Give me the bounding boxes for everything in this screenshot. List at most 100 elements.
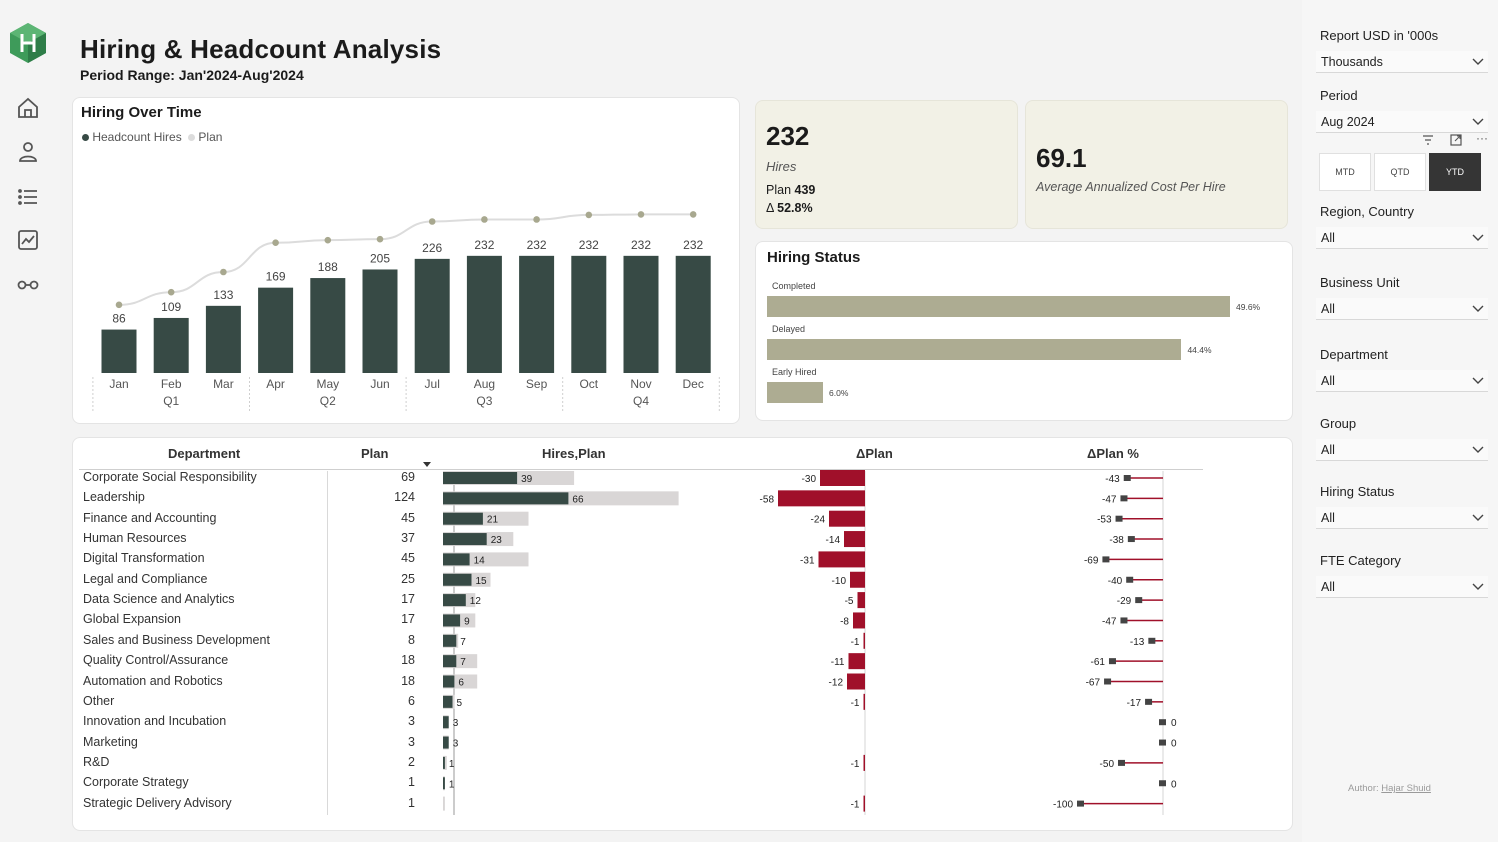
kpi-hires-value: 232 [766, 121, 810, 151]
dplan-pct-label: -17 [1127, 698, 1142, 709]
hires-value-label: 39 [521, 474, 533, 485]
chevron-down-icon [1472, 514, 1484, 521]
dplan-value-label: -12 [829, 678, 844, 689]
person-icon[interactable] [16, 140, 40, 164]
dept-name-cell[interactable]: Sales and Business Development [83, 632, 270, 647]
th-hires-plan[interactable]: Hires,Plan [542, 446, 606, 461]
focus-mode-icon[interactable] [1450, 134, 1462, 146]
hires-value-label: 12 [470, 596, 482, 607]
dplan-value-label: -8 [840, 616, 849, 627]
plan-cell: 3 [408, 734, 415, 749]
dplan-pct-label: -61 [1091, 657, 1106, 668]
glasses-icon[interactable] [16, 272, 40, 296]
dept-name-cell[interactable]: Marketing [83, 734, 138, 749]
list-icon[interactable] [16, 185, 40, 209]
hires-bar [443, 716, 449, 729]
period-mode-qtd[interactable]: QTD [1374, 153, 1426, 191]
dept-name-cell[interactable]: Digital Transformation [83, 551, 205, 566]
hires-bar [443, 675, 455, 688]
period-mode-mtd[interactable]: MTD [1319, 153, 1371, 191]
dept-name-cell[interactable]: Data Science and Analytics [83, 592, 235, 607]
home-icon[interactable] [16, 96, 40, 120]
x-tick-label: Jan [109, 377, 128, 391]
trend-chart-icon[interactable] [16, 228, 40, 252]
period-range: Period Range: Jan'2024-Aug'2024 [80, 67, 304, 83]
dplan-pct-marker [1104, 678, 1112, 685]
dept-name-cell[interactable]: Corporate Strategy [83, 775, 189, 790]
filter-business-unit-select[interactable]: All [1316, 298, 1488, 320]
hires-bar-nov [623, 255, 659, 373]
dept-name-cell[interactable]: Human Resources [83, 531, 187, 546]
plan-point [637, 211, 645, 218]
status-bar[interactable] [767, 339, 1182, 360]
hires-data-label: 109 [161, 300, 181, 314]
hires-bar [443, 736, 449, 749]
status-bar[interactable] [767, 296, 1230, 317]
hires-value-label: 14 [474, 555, 486, 566]
hires-value-label: 3 [453, 739, 459, 750]
dplan-pct-marker [1118, 759, 1125, 766]
dplan-pct-label: 0 [1171, 739, 1177, 750]
dept-name-cell[interactable]: Other [83, 693, 115, 708]
th-dplan-pct[interactable]: ΔPlan % [1087, 446, 1139, 461]
hires-bar-oct [571, 255, 607, 373]
hires-value-label: 7 [460, 637, 466, 648]
chart-legend: Headcount Hires Plan [82, 130, 222, 144]
author-link[interactable]: Hajar Shuid [1381, 783, 1431, 794]
dplan-bar [844, 531, 865, 548]
more-options-icon[interactable]: ··· [1476, 131, 1488, 145]
sort-desc-icon[interactable] [423, 462, 431, 467]
hires-data-label: 226 [422, 241, 442, 255]
dept-name-cell[interactable]: Quality Control/Assurance [83, 653, 229, 668]
kpi-cost-card: 69.1 Average Annualized Cost Per Hire [1025, 100, 1288, 229]
dplan-pct-marker [1159, 719, 1166, 726]
filter-panel: Report USD in '000s Thousands Period Aug… [1302, 0, 1498, 842]
filter-region-select[interactable]: All [1316, 227, 1488, 249]
dept-name-cell[interactable]: Finance and Accounting [83, 510, 217, 525]
period-mode-ytd[interactable]: YTD [1429, 153, 1481, 191]
dept-name-cell[interactable]: Global Expansion [83, 612, 181, 627]
th-department[interactable]: Department [168, 446, 241, 461]
column-divider [327, 471, 328, 815]
dplan-value-label: -10 [832, 576, 847, 587]
dplan-bar [848, 653, 865, 670]
hiring-over-time-card[interactable]: Hiring Over Time Headcount Hires Plan 86… [72, 97, 740, 424]
filter-group-select[interactable]: All [1316, 439, 1488, 461]
hires-data-label: 188 [318, 260, 338, 274]
th-plan[interactable]: Plan [361, 446, 389, 461]
dept-name-cell[interactable]: Strategic Delivery Advisory [83, 795, 232, 810]
dplan-pct-marker [1108, 658, 1116, 665]
dplan-value-label: -5 [845, 596, 854, 607]
quarter-label: Q3 [476, 394, 492, 408]
dept-name-cell[interactable]: R&D [83, 754, 110, 769]
hiring-status-card[interactable]: Hiring Status Completed 49.6% Delayed 44.4%… [755, 241, 1293, 421]
filter-icon[interactable] [1422, 134, 1434, 146]
hires-data-label: 86 [112, 312, 126, 326]
status-bar[interactable] [767, 382, 823, 403]
dplan-pct-label: -29 [1117, 596, 1132, 607]
plan-cell: 124 [394, 490, 415, 505]
hiring-over-time-chart: 86 Jan 109 Feb 133 Mar 169 Apr 188 May 205 Jun 226 Ju… [92, 211, 720, 411]
plan-cell: 1 [408, 775, 415, 790]
hiring-status-title: Hiring Status [767, 249, 861, 266]
filter-department-select[interactable]: All [1316, 370, 1488, 392]
filter-currency-value: Thousands [1321, 55, 1383, 69]
filter-hiring-status-select[interactable]: All [1316, 507, 1488, 529]
dplan-pct-marker [1102, 556, 1110, 563]
dept-name-cell[interactable]: Innovation and Incubation [83, 714, 227, 729]
dplan-pct-label: -13 [1130, 637, 1145, 648]
plan-cell: 37 [401, 531, 415, 546]
th-dplan[interactable]: ΔPlan [856, 446, 893, 461]
department-table-card[interactable]: Department Plan Hires,Plan ΔPlan ΔPlan %… [72, 437, 1293, 831]
dept-name-cell[interactable]: Corporate Social Responsibility [83, 470, 257, 484]
filter-period-select[interactable]: Aug 2024 [1316, 111, 1488, 133]
author-label: Author: [1348, 783, 1379, 794]
status-label: Delayed [772, 324, 806, 334]
dept-name-cell[interactable]: Automation and Robotics [83, 673, 223, 688]
dept-name-cell[interactable]: Leadership [83, 490, 145, 505]
filter-currency-select[interactable]: Thousands [1316, 51, 1488, 73]
filter-fte-select[interactable]: All [1316, 576, 1488, 598]
dept-name-cell[interactable]: Legal and Compliance [83, 571, 208, 586]
hires-bar [443, 655, 457, 668]
